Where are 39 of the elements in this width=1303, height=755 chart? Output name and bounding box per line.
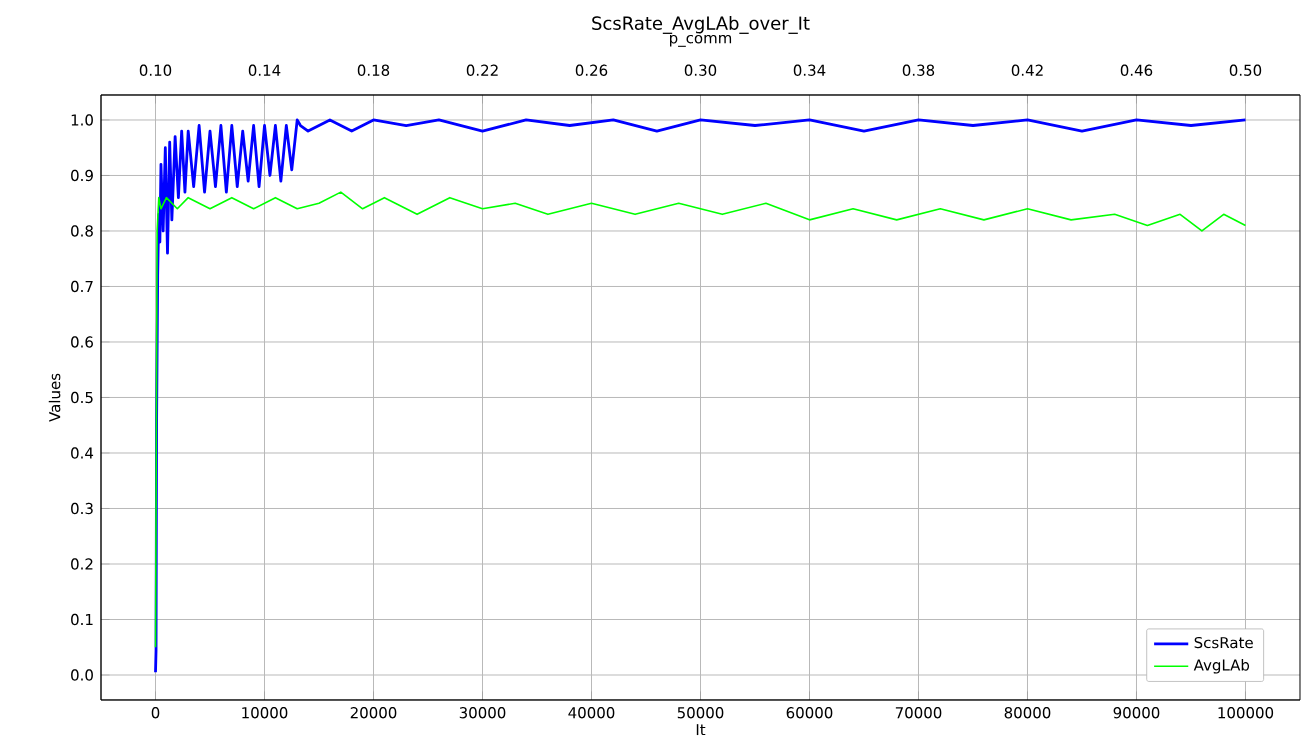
y-tick-label: 0.8 (71, 225, 93, 237)
y-tick-label: 1.0 (71, 114, 93, 126)
legend-label: ScsRate (1194, 636, 1253, 649)
y-tick-label: 0.0 (71, 669, 93, 681)
x2-tick-label: 0.18 (357, 64, 390, 76)
chart-title: ScsRate_AvgLAb_over_It (592, 16, 810, 34)
x-tick-label: 50000 (677, 707, 724, 719)
x-tick-label: 80000 (1004, 707, 1051, 719)
x-tick-label: 30000 (459, 707, 506, 719)
x2-tick-label: 0.38 (902, 64, 935, 76)
x2-tick-label: 0.26 (575, 64, 608, 76)
x-tick-label: 40000 (568, 707, 615, 719)
x-tick-label: 20000 (350, 707, 397, 719)
x2-tick-label: 0.14 (248, 64, 281, 76)
y-tick-label: 0.9 (71, 169, 93, 182)
x-tick-label: 60000 (786, 707, 833, 719)
y-axis-title: Values (48, 373, 61, 422)
y-tick-label: 0.5 (71, 391, 93, 404)
y-tick-label: 0.1 (71, 613, 93, 626)
x2-tick-label: 0.22 (466, 64, 498, 76)
x-axis-title: It (696, 724, 706, 736)
y-tick-label: 0.6 (71, 336, 93, 348)
x2-tick-label: 0.34 (793, 64, 826, 76)
x2-tick-label: 0.50 (1229, 64, 1262, 76)
x-tick-label: 10000 (242, 707, 288, 719)
x-tick-label: 100000 (1218, 707, 1274, 719)
x-tick-label: 0 (151, 707, 160, 719)
x-tick-label: 90000 (1113, 707, 1160, 719)
x2-tick-label: 0.10 (139, 64, 172, 76)
legend-label: AvgLAb (1193, 659, 1250, 674)
y-tick-label: 0.2 (71, 558, 93, 570)
y-tick-label: 0.4 (71, 447, 94, 459)
x2-tick-label: 0.30 (684, 64, 717, 76)
y-tick-label: 0.3 (71, 502, 93, 515)
x2-axis-title: p_comm (670, 34, 732, 47)
x-tick-label: 70000 (895, 707, 942, 719)
x2-tick-label: 0.46 (1120, 64, 1153, 76)
x2-tick-label: 0.42 (1011, 64, 1043, 76)
y-tick-label: 0.7 (71, 280, 93, 293)
